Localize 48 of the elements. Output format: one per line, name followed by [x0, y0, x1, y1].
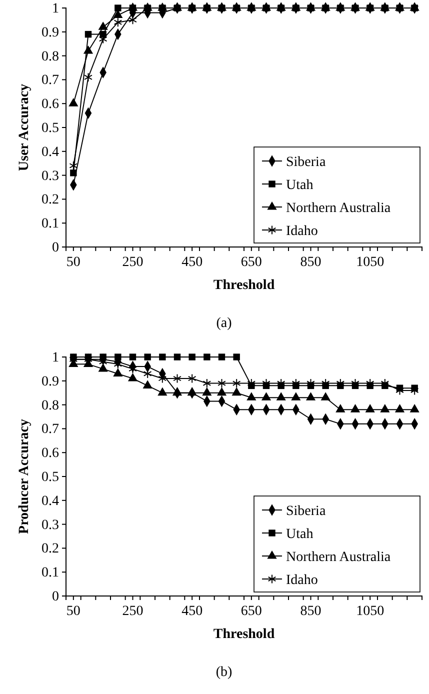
legend-label: Utah: [286, 526, 314, 542]
y-tick-label: 0.9: [42, 25, 59, 40]
y-tick-label: 0: [52, 589, 59, 604]
legend-label: Idaho: [286, 224, 318, 239]
legend-label: Northern Australia: [286, 200, 392, 216]
y-tick-label: 0.8: [42, 398, 59, 414]
legend-label: Utah: [286, 178, 314, 193]
x-tick-label: 850: [300, 604, 322, 619]
x-tick-label: 50: [66, 604, 80, 619]
legend-label: Siberia: [286, 504, 326, 519]
legend-label: Northern Australia: [286, 550, 392, 565]
y-tick-label: 0.9: [42, 374, 59, 390]
x-tick-label: 650: [240, 604, 262, 619]
x-tick-label: 850: [300, 254, 322, 270]
y-tick-label: 0.1: [42, 216, 59, 232]
x-tick-label: 450: [182, 254, 203, 270]
y-tick-label: 0.6: [42, 446, 59, 462]
x-axis-title: Threshold: [213, 278, 275, 293]
y-tick-label: 0.8: [42, 49, 59, 64]
y-tick-label: 0.4: [42, 494, 59, 509]
x-tick-label: 50: [66, 254, 80, 270]
x-tick-label: 250: [122, 254, 144, 270]
y-tick-label: 0: [52, 240, 59, 256]
y-tick-label: 0.2: [42, 192, 59, 208]
y-tick-label: 0.1: [42, 566, 59, 581]
y-tick-label: 0.5: [42, 120, 59, 136]
y-tick-label: 0.7: [42, 422, 59, 438]
x-tick-label: 1050: [356, 254, 384, 270]
y-tick-label: 0.2: [42, 542, 59, 557]
x-tick-label: 1050: [356, 604, 384, 619]
legend-label: Idaho: [286, 572, 318, 588]
y-tick-label: 0.4: [42, 144, 59, 160]
y-tick-label: 0.3: [42, 168, 59, 184]
y-tick-label: 0.5: [42, 470, 59, 485]
x-tick-label: 250: [122, 604, 144, 619]
y-axis-title: Producer Accuracy: [17, 419, 32, 534]
y-tick-label: 1: [52, 1, 59, 16]
y-tick-label: 0.3: [42, 518, 59, 533]
x-tick-label: 450: [182, 604, 203, 619]
legend-label: Siberia: [286, 154, 326, 170]
y-tick-label: 1: [52, 350, 59, 366]
y-tick-label: 0.7: [42, 73, 59, 88]
y-tick-label: 0.6: [42, 97, 59, 112]
x-tick-label: 650: [240, 254, 262, 270]
y-axis-title: User Accuracy: [17, 84, 32, 172]
text: (b): [216, 665, 232, 680]
text: (a): [216, 316, 232, 331]
x-axis-title: Threshold: [213, 627, 275, 642]
